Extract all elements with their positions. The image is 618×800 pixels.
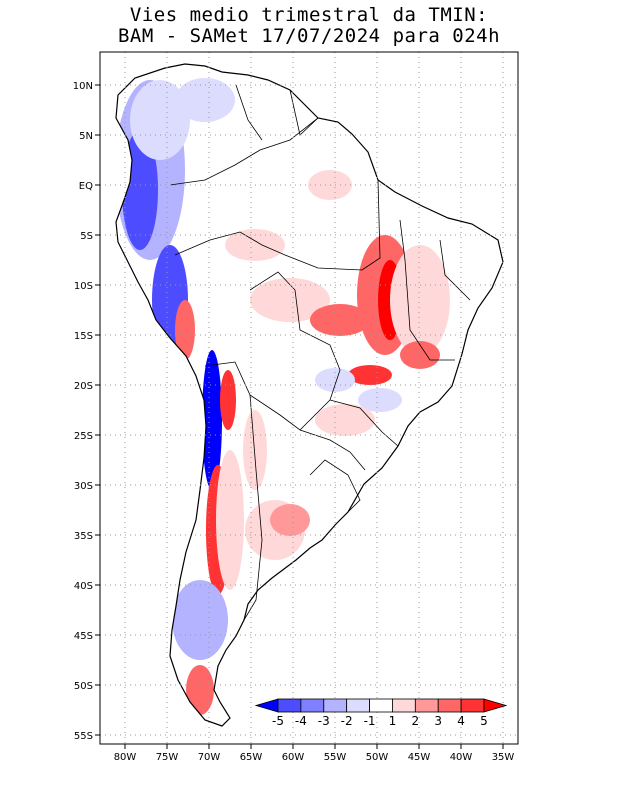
lat-tick-label: 5N bbox=[79, 131, 93, 142]
lat-tick-label: 5S bbox=[80, 231, 93, 242]
colorbar-label: -2 bbox=[341, 714, 353, 728]
lon-tick-label: 70W bbox=[198, 752, 221, 763]
lat-tick-label: 40S bbox=[74, 581, 93, 592]
lon-tick-label: 40W bbox=[450, 752, 473, 763]
colorbar-swatch bbox=[369, 698, 393, 713]
lon-tick-label: 35W bbox=[492, 752, 515, 763]
map-border bbox=[99, 51, 519, 745]
colorbar-label: -1 bbox=[364, 714, 376, 728]
lon-tick-label: 60W bbox=[282, 752, 305, 763]
colorbar-label: 3 bbox=[434, 714, 442, 728]
colorbar-label: 2 bbox=[412, 714, 420, 728]
lat-tick-label: 25S bbox=[74, 431, 93, 442]
lat-tick-label: 10N bbox=[73, 81, 93, 92]
longitude-axis: 80W 75W 70W 65W 60W 55W 50W 45W 40W 35W bbox=[114, 744, 515, 763]
map-title-line2: BAM - SAMet 17/07/2024 para 024h bbox=[117, 25, 501, 47]
lon-tick-label: 80W bbox=[114, 752, 137, 763]
lat-tick-label: 30S bbox=[74, 481, 93, 492]
colorbar-swatch bbox=[323, 698, 348, 713]
colorbar-label: 1 bbox=[389, 714, 397, 728]
map-title-line1: Vies medio trimestral da TMIN: bbox=[129, 4, 489, 26]
colorbar: -5 -4 -3 -2 -1 1 2 3 4 5 bbox=[254, 698, 508, 728]
lon-tick-label: 75W bbox=[156, 752, 179, 763]
lon-tick-label: 55W bbox=[324, 752, 347, 763]
graticule bbox=[100, 52, 518, 744]
lon-tick-label: 65W bbox=[240, 752, 263, 763]
lon-tick-label: 50W bbox=[366, 752, 389, 763]
colorbar-swatch bbox=[346, 698, 370, 713]
colorbar-label: 4 bbox=[457, 714, 465, 728]
lat-tick-label: 35S bbox=[74, 531, 93, 542]
lat-tick-label: 55S bbox=[74, 731, 93, 742]
colorbar-label: -4 bbox=[295, 714, 307, 728]
colorbar-label: -5 bbox=[272, 714, 284, 728]
lat-tick-label: 10S bbox=[74, 281, 93, 292]
lat-tick-label: 50S bbox=[74, 681, 93, 692]
colorbar-swatch bbox=[277, 698, 302, 713]
lat-tick-label: 15S bbox=[74, 331, 93, 342]
colorbar-arrow-right bbox=[483, 698, 508, 713]
country-borders bbox=[169, 84, 471, 621]
colorbar-label: 5 bbox=[480, 714, 488, 728]
colorbar-swatch bbox=[460, 698, 485, 713]
lat-tick-label: EQ bbox=[79, 181, 93, 192]
lat-tick-label: 45S bbox=[74, 631, 93, 642]
colorbar-swatch bbox=[414, 698, 439, 713]
colorbar-label: -3 bbox=[318, 714, 330, 728]
lat-tick-label: 20S bbox=[74, 381, 93, 392]
south-america-coastline bbox=[115, 63, 504, 727]
lon-tick-label: 45W bbox=[408, 752, 431, 763]
colorbar-swatch bbox=[300, 698, 325, 713]
colorbar-swatch bbox=[437, 698, 462, 713]
latitude-axis: 10N 5N EQ 5S 10S 15S 20S 25S 30S 35S 40S 45S 50S 55S bbox=[73, 81, 100, 742]
colorbar-swatch bbox=[392, 698, 416, 713]
